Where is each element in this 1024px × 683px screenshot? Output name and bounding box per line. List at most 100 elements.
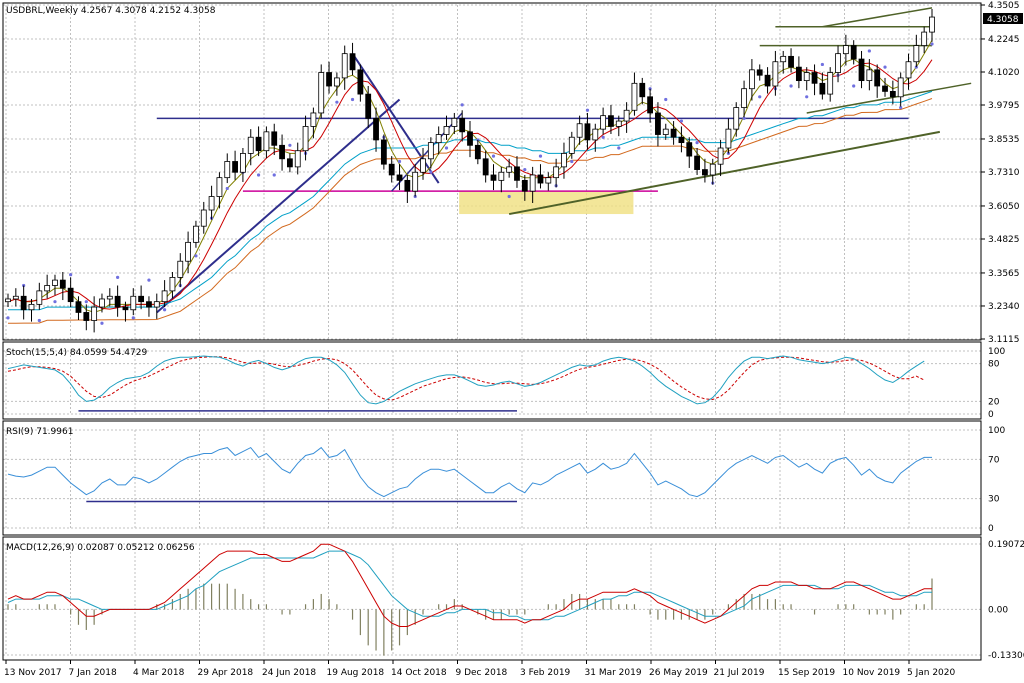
candle — [67, 287, 74, 303]
trend-line-short — [391, 112, 463, 192]
x-tick-label: 19 Aug 2018 — [327, 668, 385, 678]
candle — [412, 171, 419, 192]
candle — [561, 152, 567, 168]
candle — [427, 142, 434, 160]
candle — [897, 77, 904, 98]
macd-lines — [7, 543, 933, 656]
x-tick-label: 14 Oct 2018 — [391, 668, 447, 678]
candle — [138, 295, 145, 303]
candle — [795, 66, 802, 82]
candle — [474, 144, 481, 160]
sar-dot — [523, 167, 527, 172]
sar-dot — [491, 154, 496, 158]
candle — [122, 306, 129, 311]
rsi-panel[interactable]: RSI(9) 71.9961 100 70 30 0 — [2, 420, 1005, 536]
candle — [545, 177, 552, 184]
candle — [83, 312, 90, 321]
candle — [733, 107, 740, 130]
candle — [286, 158, 293, 168]
candle — [12, 295, 19, 300]
sar-dot — [930, 42, 934, 46]
sar-dot — [883, 65, 887, 69]
candle — [702, 169, 708, 176]
candle — [514, 166, 520, 181]
stoch-panel-label: Stoch(15,5,4) 84.0599 54.4729 — [6, 348, 147, 358]
y-tick-label: 70 — [988, 455, 1000, 465]
sar-dot — [397, 159, 402, 164]
candle — [396, 174, 403, 181]
x-tick-label: 24 Jun 2018 — [262, 668, 316, 678]
y-tick-label: 3.2340 — [988, 302, 1020, 312]
candle — [662, 128, 669, 135]
candle — [498, 171, 505, 181]
sar-dot — [867, 49, 871, 53]
stoch-panel[interactable]: Stoch(15,5,4) 84.0599 54.4729 100 80 20 0 — [2, 341, 1005, 420]
stoch-main-line — [7, 355, 925, 405]
candle — [670, 128, 677, 138]
candle — [388, 163, 395, 176]
main-panel-label: USDBRL,Weekly 4.2567 4.3078 4.2152 4.305… — [6, 6, 216, 16]
sar-dot — [225, 186, 229, 191]
candle — [177, 260, 184, 278]
y-tick-label: 4.2245 — [988, 35, 1020, 45]
candle — [623, 109, 630, 122]
candle — [631, 82, 638, 111]
x-tick-label: 31 Mar 2019 — [585, 668, 642, 678]
y-tick-label: 3.8535 — [988, 135, 1020, 145]
candle — [537, 174, 544, 184]
candle — [59, 279, 66, 289]
candle — [451, 117, 458, 127]
candle — [302, 126, 309, 152]
y-tick-label: 3.4825 — [988, 235, 1020, 245]
y-tick-label: 0 — [988, 524, 994, 534]
candle — [333, 77, 340, 87]
sar-dot — [617, 146, 621, 150]
sar-dot — [507, 194, 511, 199]
sar-dot — [37, 318, 41, 323]
candle — [44, 285, 51, 292]
sar-dot — [256, 173, 261, 177]
sar-dot — [163, 308, 167, 312]
y-tick-label: 30 — [988, 495, 1000, 505]
candle — [576, 123, 583, 138]
candle — [200, 209, 207, 227]
candle — [858, 58, 865, 82]
candle — [380, 139, 387, 165]
y-tick-label: 80 — [988, 360, 1000, 370]
candle — [193, 225, 199, 243]
candle — [404, 179, 411, 192]
main-panel[interactable]: USDBRL,Weekly 4.2567 4.3078 4.2152 4.305… — [2, 1, 1023, 345]
candle — [529, 174, 536, 192]
channel-lower — [508, 130, 941, 216]
candle — [600, 115, 607, 130]
candle — [788, 55, 794, 68]
macd-line — [7, 543, 932, 627]
y-tick-label: 4.3505 — [988, 1, 1020, 11]
candle — [694, 155, 700, 170]
candle — [161, 290, 168, 303]
candle — [36, 290, 43, 305]
candle — [764, 74, 771, 87]
candle — [756, 69, 763, 76]
macd-panel[interactable]: MACD(12,26,9) 0.02087 0.05212 0.06256 0.… — [2, 536, 1024, 661]
main-y-axis: 4.3505 4.2245 4.1020 3.9795 3.8535 3.7310 3.60… — [981, 1, 1020, 345]
candle — [568, 136, 575, 154]
candle — [224, 161, 231, 179]
candle — [811, 72, 818, 84]
sar-dot — [601, 135, 605, 139]
candle — [435, 134, 442, 144]
candle — [835, 53, 841, 73]
stoch-y-axis: 100 80 20 0 — [988, 347, 1005, 420]
sar-dot — [6, 316, 10, 320]
candle — [357, 69, 364, 95]
candle — [232, 161, 238, 173]
candle — [255, 136, 262, 152]
candle — [553, 166, 560, 179]
sar-dot — [147, 278, 151, 282]
candle — [146, 301, 152, 308]
candle — [114, 295, 121, 308]
candle — [874, 69, 881, 87]
sar-dot — [444, 146, 449, 150]
candle — [373, 117, 379, 141]
candle — [709, 163, 716, 176]
